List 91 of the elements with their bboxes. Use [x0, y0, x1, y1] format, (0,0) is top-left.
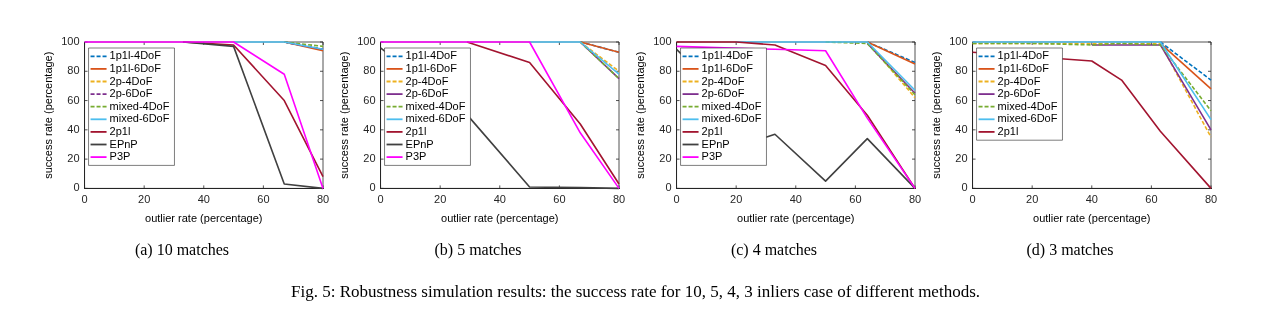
y-tick-label: 0 [73, 181, 80, 194]
x-tick-label: 60 [553, 193, 566, 206]
x-tick-label: 80 [1204, 193, 1218, 206]
x-tick-label: 0 [81, 193, 88, 206]
legend-label: mixed-4DoF [405, 99, 466, 112]
legend-label: 1p1l-4DoF [405, 49, 458, 62]
y-axis-title: success rate (percentage) [41, 51, 54, 179]
x-axis-title: outlier rate (percentage) [737, 212, 855, 225]
x-tick-label: 20 [138, 193, 151, 206]
y-tick-label: 0 [369, 181, 376, 194]
legend-label: mixed-6DoF [405, 112, 466, 125]
legend-label: 2p-6DoF [701, 87, 745, 100]
legend-label: 2p-4DoF [701, 74, 745, 87]
text: (d) 3 matches [1026, 240, 1114, 259]
x-tick-label: 40 [493, 193, 506, 206]
y-tick-label: 60 [363, 93, 376, 106]
y-tick-label: 20 [659, 152, 672, 165]
x-tick-label: 20 [1026, 193, 1039, 206]
legend-label: 1p1l-4DoF [997, 49, 1050, 62]
legend-label: P3P [109, 150, 131, 163]
legend-label: 2p-4DoF [109, 74, 153, 87]
legend-label: EPnP [701, 137, 730, 150]
y-tick-label: 40 [659, 122, 672, 135]
legend-label: 2p1l [701, 124, 723, 137]
legend-label: 2p1l [405, 124, 427, 137]
x-tick-label: 80 [908, 193, 922, 206]
legend-label: 2p-6DoF [997, 87, 1041, 100]
text: (a) 10 matches [134, 240, 230, 259]
legend-label: 1p1l-4DoF [109, 49, 162, 62]
legend-label: 2p1l [109, 124, 131, 137]
legend-label: 1p1l-6DoF [701, 61, 754, 74]
x-tick-label: 60 [257, 193, 270, 206]
x-tick-label: 40 [1085, 193, 1098, 206]
legend-label: mixed-6DoF [109, 112, 170, 125]
y-tick-label: 40 [363, 122, 376, 135]
y-axis-title: success rate (percentage) [633, 51, 646, 179]
legend-label: mixed-6DoF [997, 112, 1058, 125]
legend-label: 1p1l-6DoF [997, 61, 1050, 74]
y-tick-label: 40 [67, 122, 80, 135]
y-tick-label: 80 [659, 64, 672, 77]
x-axis-title: outlier rate (percentage) [145, 212, 263, 225]
x-tick-label: 60 [849, 193, 862, 206]
y-tick-label: 20 [363, 152, 376, 165]
y-tick-label: 20 [955, 152, 968, 165]
x-tick-label: 40 [789, 193, 802, 206]
x-axis-title: outlier rate (percentage) [441, 212, 559, 225]
x-tick-label: 80 [316, 193, 330, 206]
legend-label: 1p1l-6DoF [405, 61, 458, 74]
y-axis-title: success rate (percentage) [929, 51, 942, 179]
y-tick-label: 40 [955, 122, 968, 135]
x-tick-label: 20 [434, 193, 447, 206]
legend-label: 2p-4DoF [405, 74, 449, 87]
legend-label: EPnP [109, 137, 138, 150]
y-tick-label: 100 [653, 35, 672, 48]
y-tick-label: 80 [67, 64, 80, 77]
text: (c) 4 matches [730, 240, 818, 259]
x-tick-label: 0 [377, 193, 384, 206]
x-tick-label: 60 [1145, 193, 1158, 206]
y-tick-label: 100 [949, 35, 968, 48]
y-tick-label: 80 [955, 64, 968, 77]
legend-label: P3P [405, 150, 427, 163]
y-axis-title: success rate (percentage) [337, 51, 350, 179]
y-tick-label: 0 [961, 181, 968, 194]
x-tick-label: 80 [612, 193, 626, 206]
y-tick-label: 80 [363, 64, 376, 77]
y-tick-label: 60 [67, 93, 80, 106]
legend-label: mixed-4DoF [109, 99, 170, 112]
y-tick-label: 100 [357, 35, 376, 48]
y-tick-label: 0 [665, 181, 672, 194]
legend-label: 1p1l-6DoF [109, 61, 162, 74]
legend-label: mixed-4DoF [701, 99, 762, 112]
y-tick-label: 20 [67, 152, 80, 165]
x-tick-label: 20 [730, 193, 743, 206]
legend-label: mixed-6DoF [701, 112, 762, 125]
text: (b) 5 matches [434, 240, 522, 259]
legend-label: P3P [701, 150, 723, 163]
y-tick-label: 100 [61, 35, 80, 48]
y-tick-label: 60 [955, 93, 968, 106]
legend-label: 2p-6DoF [109, 87, 153, 100]
legend-label: 2p-4DoF [997, 74, 1041, 87]
y-tick-label: 60 [659, 93, 672, 106]
legend-label: 2p-6DoF [405, 87, 449, 100]
legend-label: mixed-4DoF [997, 99, 1058, 112]
legend-label: 1p1l-4DoF [701, 49, 754, 62]
legend-label: EPnP [405, 137, 434, 150]
legend-label: 2p1l [997, 124, 1019, 137]
x-tick-label: 0 [673, 193, 680, 206]
x-tick-label: 40 [197, 193, 210, 206]
x-axis-title: outlier rate (percentage) [1033, 212, 1151, 225]
caption: Fig. 5: Robustness simulation results: the success rate for 10, 5, 4, 3 inliers case of different methods. [290, 282, 981, 302]
x-tick-label: 0 [969, 193, 976, 206]
